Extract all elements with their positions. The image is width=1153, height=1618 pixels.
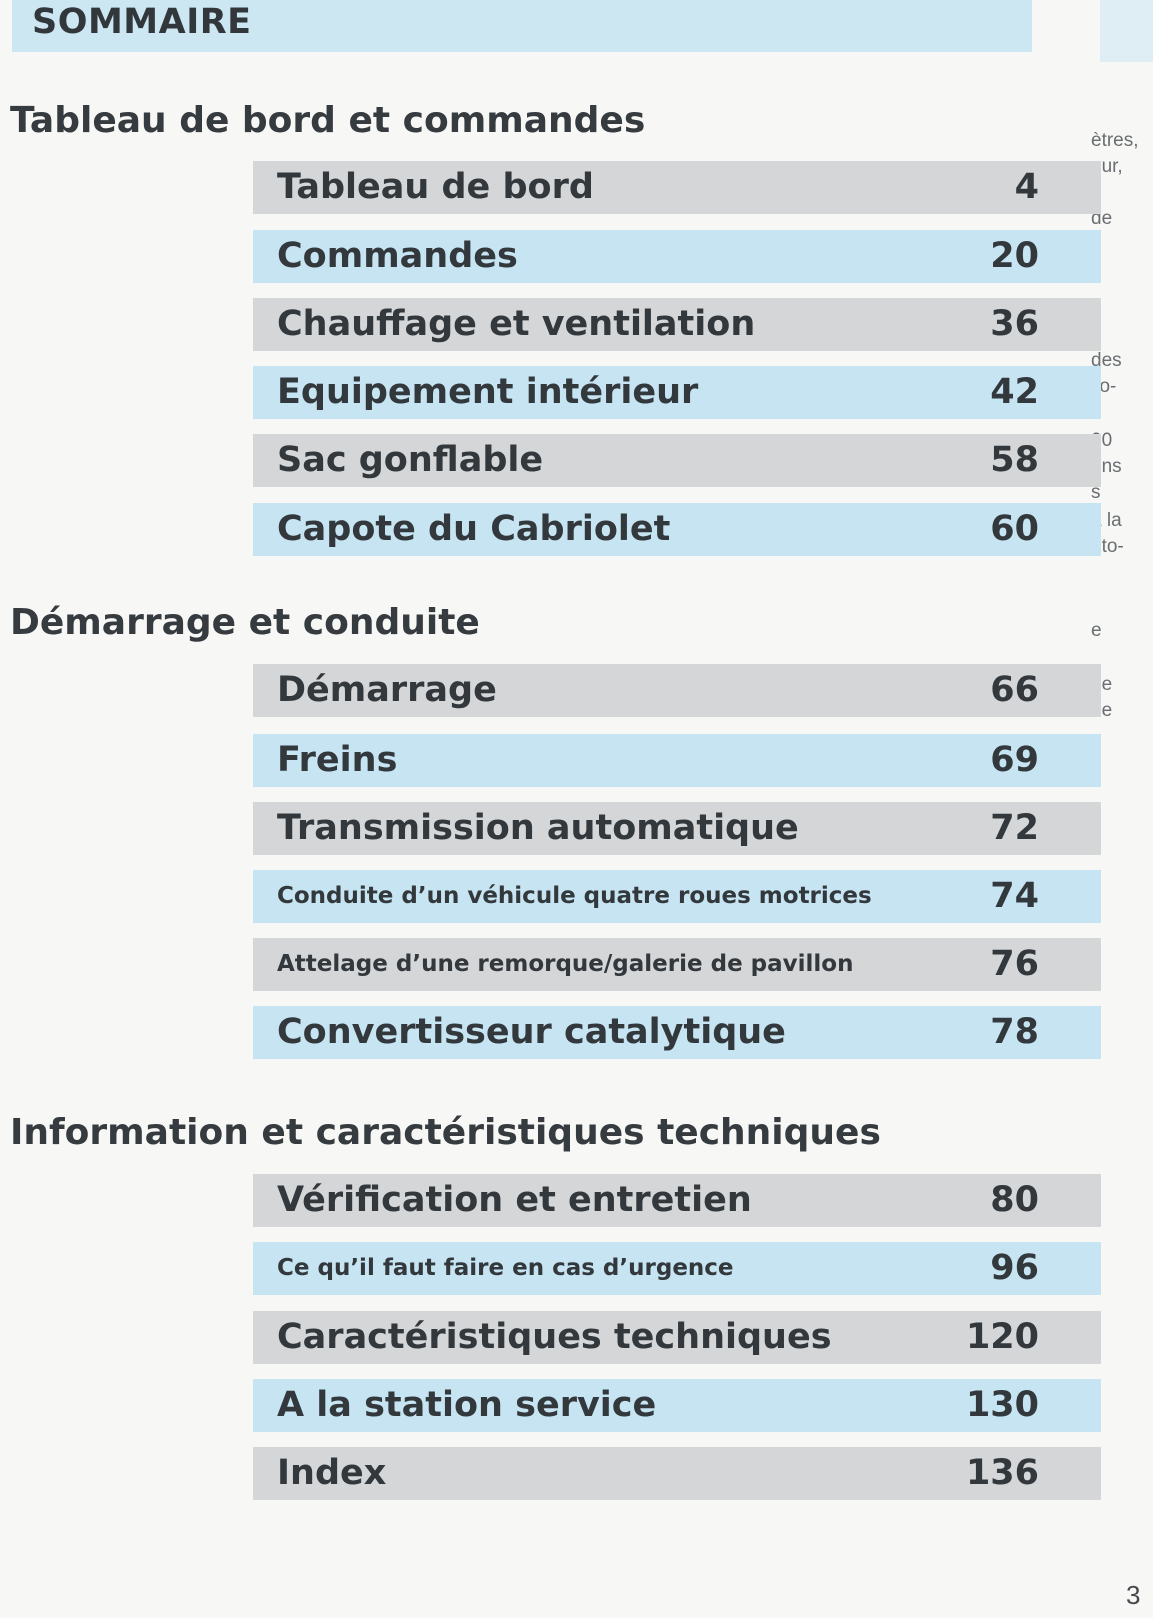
toc-page-number: 80 — [990, 1180, 1039, 1220]
toc-row-urgence[interactable]: Ce qu’il faut faire en cas d’urgence 96 — [253, 1242, 1101, 1295]
toc-page-number: 72 — [990, 808, 1039, 848]
toc-row-sac-gonflable[interactable]: Sac gonflable 58 — [253, 434, 1101, 487]
toc-entry-label: Vérification et entretien — [277, 1180, 752, 1220]
toc-entry-label: Sac gonflable — [277, 440, 544, 480]
toc-row-transmission[interactable]: Transmission automatique 72 — [253, 802, 1101, 855]
page-title: SOMMAIRE — [32, 2, 252, 42]
toc-entry-label: Tableau de bord — [277, 167, 594, 207]
header-tab-edge — [1100, 0, 1153, 62]
toc-page-number: 20 — [990, 236, 1039, 276]
toc-entry-label: Conduite d’un véhicule quatre roues motr… — [277, 883, 872, 909]
toc-row-tableau-de-bord[interactable]: Tableau de bord 4 — [253, 161, 1101, 214]
toc-page-number: 42 — [990, 372, 1039, 412]
toc-row-convertisseur[interactable]: Convertisseur catalytique 78 — [253, 1006, 1101, 1059]
toc-row-equipement[interactable]: Equipement intérieur 42 — [253, 366, 1101, 419]
toc-row-quatre-roues[interactable]: Conduite d’un véhicule quatre roues motr… — [253, 870, 1101, 923]
toc-row-freins[interactable]: Freins 69 — [253, 734, 1101, 787]
toc-row-caracteristiques[interactable]: Caractéristiques techniques 120 — [253, 1311, 1101, 1364]
margin-fragment: e — [1091, 620, 1102, 641]
toc-row-commandes[interactable]: Commandes 20 — [253, 230, 1101, 283]
toc-row-demarrage[interactable]: Démarrage 66 — [253, 664, 1101, 717]
toc-entry-label: Equipement intérieur — [277, 372, 699, 412]
section-title: Tableau de bord et commandes — [10, 100, 646, 141]
toc-entry-label: Attelage d’une remorque/galerie de pavil… — [277, 951, 854, 977]
toc-entry-label: Démarrage — [277, 670, 497, 710]
toc-row-capote[interactable]: Capote du Cabriolet 60 — [253, 503, 1101, 556]
toc-page-number: 36 — [990, 304, 1039, 344]
toc-page-number: 66 — [990, 670, 1039, 710]
toc-entry-label: Index — [277, 1453, 387, 1493]
header-band — [12, 0, 1032, 52]
toc-page-number: 76 — [990, 944, 1039, 984]
toc-page-number: 74 — [990, 876, 1039, 916]
toc-entry-label: Freins — [277, 740, 398, 780]
toc-row-index[interactable]: Index 136 — [253, 1447, 1101, 1500]
toc-row-chauffage[interactable]: Chauffage et ventilation 36 — [253, 298, 1101, 351]
section-title: Démarrage et conduite — [10, 602, 480, 643]
toc-entry-label: Ce qu’il faut faire en cas d’urgence — [277, 1255, 734, 1281]
toc-entry-label: Capote du Cabriolet — [277, 509, 671, 549]
toc-entry-label: A la station service — [277, 1385, 657, 1425]
toc-row-attelage[interactable]: Attelage d’une remorque/galerie de pavil… — [253, 938, 1101, 991]
toc-entry-label: Commandes — [277, 236, 518, 276]
toc-row-station-service[interactable]: A la station service 130 — [253, 1379, 1101, 1432]
toc-page-number: 136 — [965, 1453, 1039, 1493]
footer-page-number: 3 — [1126, 1580, 1141, 1610]
toc-page-number: 60 — [990, 509, 1039, 549]
toc-row-verification[interactable]: Vérification et entretien 80 — [253, 1174, 1101, 1227]
toc-page-number: 78 — [990, 1012, 1039, 1052]
toc-page-number: 96 — [990, 1248, 1039, 1288]
toc-page-number: 120 — [965, 1317, 1039, 1357]
toc-entry-label: Caractéristiques techniques — [277, 1317, 832, 1357]
toc-entry-label: Chauffage et ventilation — [277, 304, 756, 344]
toc-entry-label: Convertisseur catalytique — [277, 1012, 786, 1052]
toc-entry-label: Transmission automatique — [277, 808, 799, 848]
toc-page-number: 4 — [1014, 167, 1039, 207]
toc-page-number: 130 — [965, 1385, 1039, 1425]
section-title: Information et caractéristiques techniqu… — [10, 1112, 881, 1153]
toc-page-number: 58 — [990, 440, 1039, 480]
toc-page-number: 69 — [990, 740, 1039, 780]
